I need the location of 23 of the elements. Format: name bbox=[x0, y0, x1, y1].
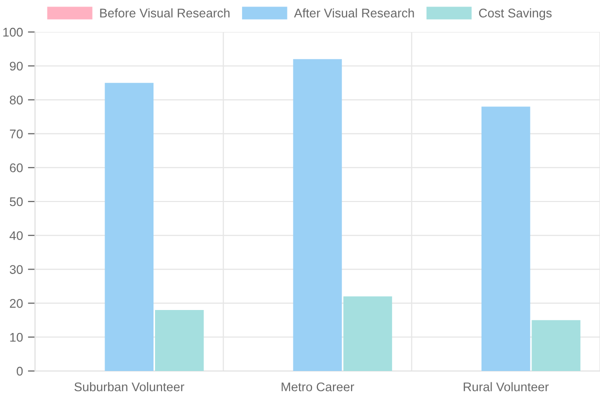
bar bbox=[532, 320, 580, 371]
y-tick-label: 60 bbox=[10, 163, 23, 172]
legend-label: After Visual Research bbox=[294, 8, 414, 18]
bar bbox=[104, 82, 154, 371]
y-tick-label: 70 bbox=[10, 130, 23, 138]
bar bbox=[155, 310, 204, 371]
y-tick-label: 90 bbox=[10, 62, 23, 71]
y-tick-label: 0 bbox=[16, 366, 23, 376]
bar bbox=[343, 296, 392, 371]
y-tick-label: 100 bbox=[3, 28, 23, 37]
y-tick-label: 50 bbox=[10, 197, 23, 206]
legend-label: Before Visual Research bbox=[100, 8, 230, 18]
x-tick-label: Rural Volunteer bbox=[464, 382, 549, 392]
y-tick-label: 30 bbox=[10, 265, 23, 274]
y-tick-label: 80 bbox=[10, 96, 23, 104]
bar bbox=[481, 106, 530, 371]
y-tick-label: 20 bbox=[10, 299, 23, 308]
legend-label: Cost Savings bbox=[479, 8, 552, 20]
bar bbox=[293, 59, 342, 371]
y-tick-label: 40 bbox=[10, 231, 23, 240]
x-tick-label: Metro Career bbox=[282, 382, 354, 392]
y-tick-label: 10 bbox=[10, 332, 23, 342]
x-tick-label: Suburban Volunteer bbox=[74, 382, 184, 392]
